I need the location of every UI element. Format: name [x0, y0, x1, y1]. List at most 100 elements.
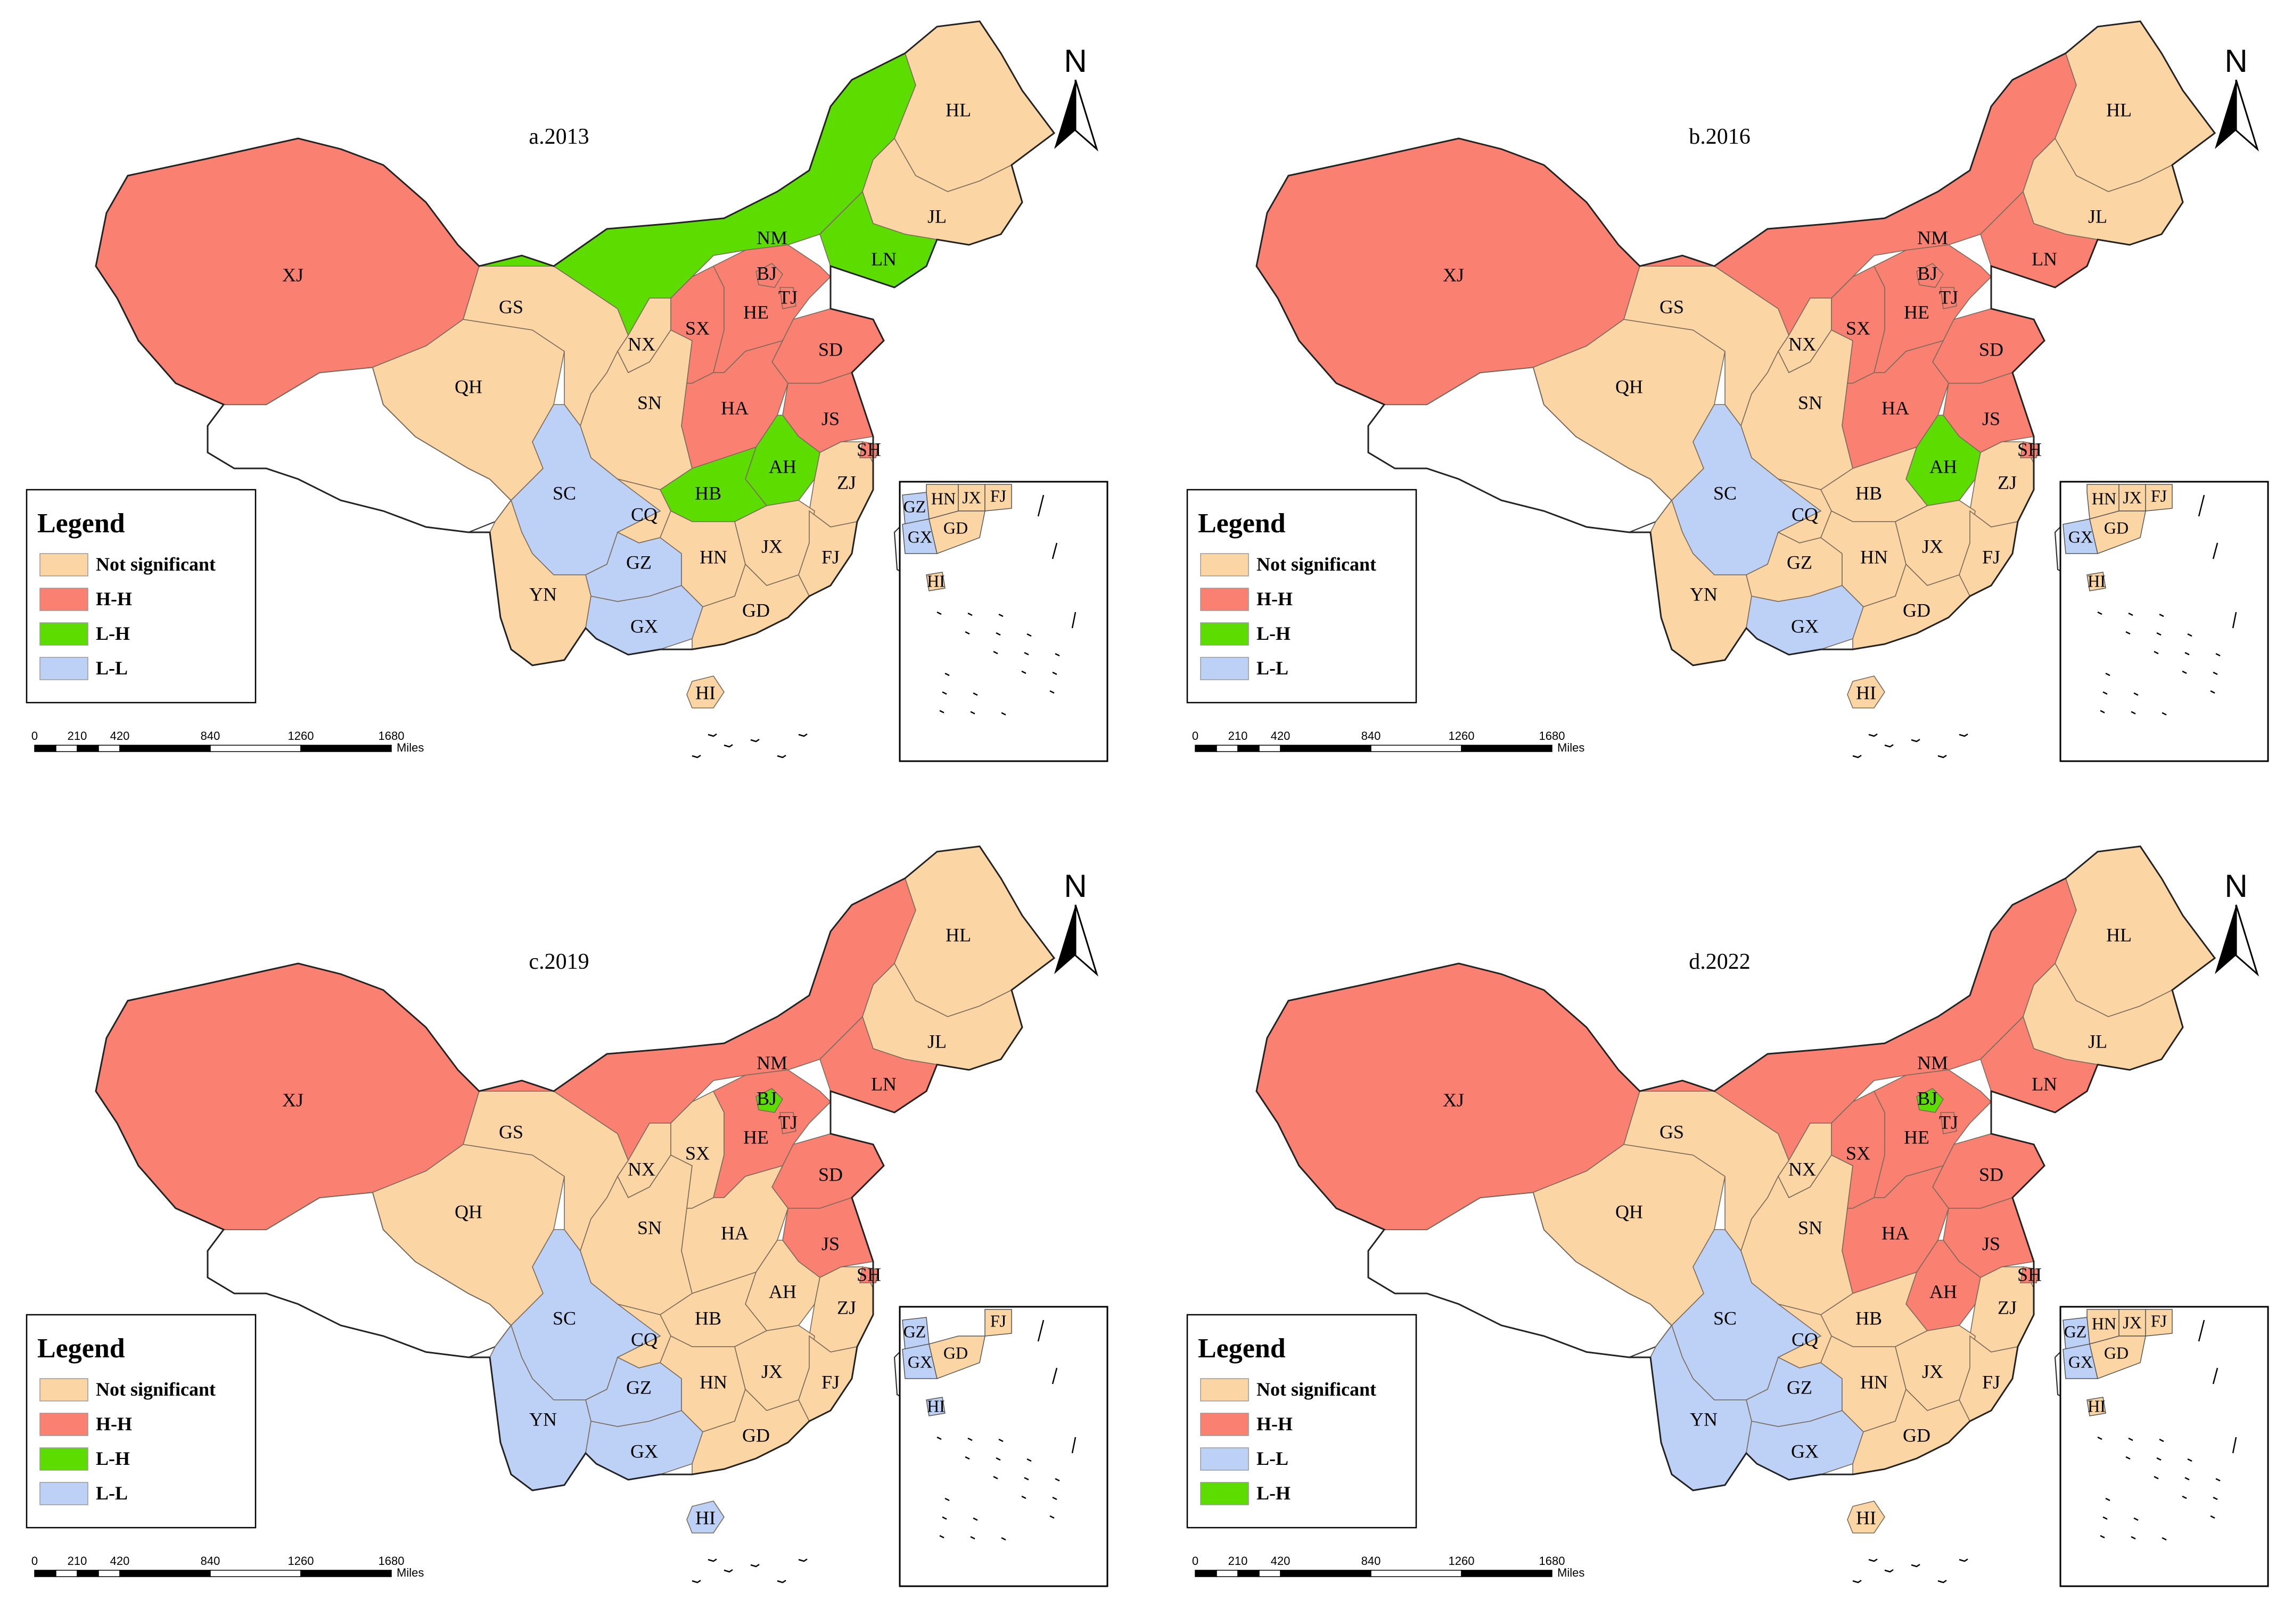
- label-jx: JX: [761, 535, 783, 557]
- label-js: JS: [1982, 1233, 2000, 1254]
- island-speck: [1884, 1569, 1894, 1573]
- legend-swatch-not-significant: [1200, 553, 1249, 576]
- label-he: HE: [743, 301, 769, 323]
- island-speck: [798, 733, 808, 737]
- inset-province-fj: [2145, 1309, 2173, 1337]
- inset-label-gd: GD: [943, 1343, 968, 1362]
- inset-island: [2162, 712, 2167, 716]
- label-ah: AH: [769, 456, 796, 477]
- inset-map: GZ HN JX FJ GX GD HI: [899, 481, 1108, 762]
- inset-province-gd: [2089, 510, 2146, 555]
- label-bj: BJ: [757, 1087, 777, 1109]
- inset-island: [2210, 1515, 2215, 1519]
- inset-label-hi: HI: [927, 571, 945, 590]
- svg-text:N: N: [1064, 43, 1087, 79]
- legend-item-h-h: H-H: [1256, 588, 1293, 609]
- island-speck: [692, 754, 701, 759]
- inset-island: [998, 1438, 1004, 1442]
- legend-swatch-h-h: [1200, 588, 1249, 611]
- legend-title: Legend: [37, 508, 125, 539]
- inset-label-hi: HI: [2088, 1396, 2106, 1415]
- label-tj: TJ: [1939, 1111, 1958, 1133]
- inset-label-fj: FJ: [990, 1311, 1006, 1330]
- scale-tick-label: 840: [1361, 729, 1381, 743]
- inset-island: [973, 1517, 978, 1521]
- label-sx: SX: [1846, 1142, 1870, 1164]
- inset-island: [939, 710, 944, 714]
- inset-island: [1024, 652, 1029, 656]
- inset-island: [2215, 1478, 2221, 1482]
- inset-island: [942, 1516, 947, 1520]
- province-hl: [894, 846, 1055, 1017]
- province-hl: [2055, 21, 2216, 192]
- inset-province-gd: [2089, 1336, 2146, 1380]
- label-js: JS: [1982, 408, 2000, 429]
- inset-island: [2187, 633, 2192, 637]
- inset-island: [2154, 1475, 2159, 1480]
- inset-boundary-dash: [2198, 1320, 2237, 1454]
- legend-swatch-h-h: [39, 588, 88, 611]
- legend-title: Legend: [1198, 1333, 1286, 1364]
- label-jl: JL: [2088, 205, 2107, 227]
- inset-island: [1026, 1458, 1032, 1462]
- label-nx: NX: [1788, 1158, 1816, 1180]
- legend-item-l-h: L-H: [1256, 623, 1291, 644]
- island-speck: [1852, 754, 1862, 759]
- label-yn: YN: [529, 1408, 557, 1430]
- label-ln: LN: [871, 248, 897, 269]
- inset-island: [2125, 631, 2131, 635]
- label-jx: JX: [761, 1361, 783, 1382]
- label-jl: JL: [927, 1031, 947, 1052]
- map-panel-a-2013: XJ QH GS NM HL JL LN NX SN SX HE SD HA JS AH HB ZJ SC CQ GZ…: [26, 20, 1108, 762]
- scale-tick-label: 420: [1271, 729, 1291, 743]
- country-border: [1255, 845, 2216, 1491]
- label-hl: HL: [2106, 924, 2132, 945]
- label-gd: GD: [1903, 599, 1930, 621]
- inset-island: [2215, 653, 2221, 657]
- province-hi: [1847, 1501, 1885, 1534]
- legend-swatch-l-l: [39, 1482, 88, 1505]
- label-nm: NM: [1917, 1052, 1948, 1073]
- scale-tick-label: 420: [110, 729, 130, 743]
- inset-boundary-dash: [1037, 1320, 1077, 1454]
- legend: Legend Not significant H-H L-L L-H: [1186, 1314, 1417, 1529]
- inset-island: [1001, 712, 1006, 716]
- inset-island: [2182, 1495, 2187, 1499]
- inset-island: [1055, 1478, 1060, 1482]
- label-gd: GD: [742, 599, 770, 621]
- inset-province-gd: [929, 510, 985, 555]
- north-arrow-icon: N: [2215, 868, 2259, 977]
- label-js: JS: [821, 408, 840, 429]
- label-nm: NM: [757, 1052, 787, 1073]
- inset-label-hn: HN: [2092, 489, 2116, 508]
- inset-label-gz: GZ: [903, 497, 926, 516]
- island-speck: [708, 1558, 717, 1562]
- inset-label-gx: GX: [908, 527, 932, 546]
- label-zj: ZJ: [1998, 472, 2017, 493]
- label-fj: FJ: [821, 1371, 840, 1392]
- label-ah: AH: [1929, 456, 1957, 477]
- inset-label-hn: HN: [2092, 1314, 2116, 1333]
- label-ah: AH: [1929, 1281, 1957, 1302]
- legend-item-l-h: L-H: [96, 623, 130, 644]
- label-fj: FJ: [821, 546, 840, 567]
- inset-island: [967, 612, 973, 616]
- inset-island: [2105, 1497, 2110, 1502]
- legend-item-l-l: L-L: [96, 657, 128, 679]
- legend-swatch-not-significant: [39, 553, 88, 576]
- inset-island: [936, 1436, 942, 1440]
- scale-tick-label: 1680: [1539, 729, 1565, 743]
- province-tj: [779, 1112, 796, 1134]
- label-sh: SH: [857, 1264, 881, 1285]
- label-sn: SN: [637, 392, 662, 413]
- legend-swatch-l-h: [1200, 1482, 1249, 1505]
- island-speck: [1868, 1558, 1878, 1562]
- label-gd: GD: [742, 1424, 770, 1446]
- inset-island: [965, 631, 970, 635]
- label-gz: GZ: [1787, 551, 1812, 573]
- island-speck: [1868, 733, 1878, 737]
- legend-swatch-not-significant: [39, 1378, 88, 1402]
- panel-title: c.2019: [529, 950, 589, 974]
- country-border: [95, 20, 1056, 666]
